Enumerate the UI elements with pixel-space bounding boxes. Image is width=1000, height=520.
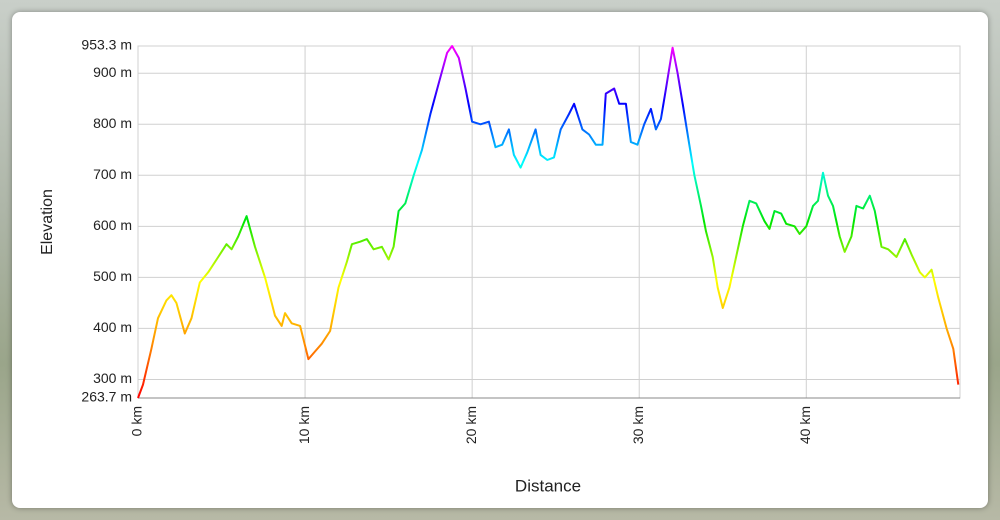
y-axis-label: Elevation — [39, 189, 56, 255]
y-tick-label: 600 m — [93, 217, 132, 233]
chart-card — [12, 12, 988, 508]
x-axis-label: Distance — [515, 476, 581, 495]
y-tick-label: 400 m — [93, 319, 132, 335]
y-tick-label: 300 m — [93, 370, 132, 386]
y-tick-label: 500 m — [93, 268, 132, 284]
elevation-line — [137, 45, 960, 399]
y-tick-label: 263.7 m — [81, 389, 132, 405]
x-tick-label: 30 km — [630, 406, 646, 444]
y-tick-label: 700 m — [93, 166, 132, 182]
y-tick-label: 800 m — [93, 115, 132, 131]
x-tick-label: 10 km — [296, 406, 312, 444]
x-tick-label: 0 km — [129, 406, 145, 436]
x-tick-label: 40 km — [797, 406, 813, 444]
y-tick-label: 900 m — [93, 64, 132, 80]
x-tick-label: 20 km — [463, 406, 479, 444]
y-tick-label: 953.3 m — [81, 37, 132, 53]
